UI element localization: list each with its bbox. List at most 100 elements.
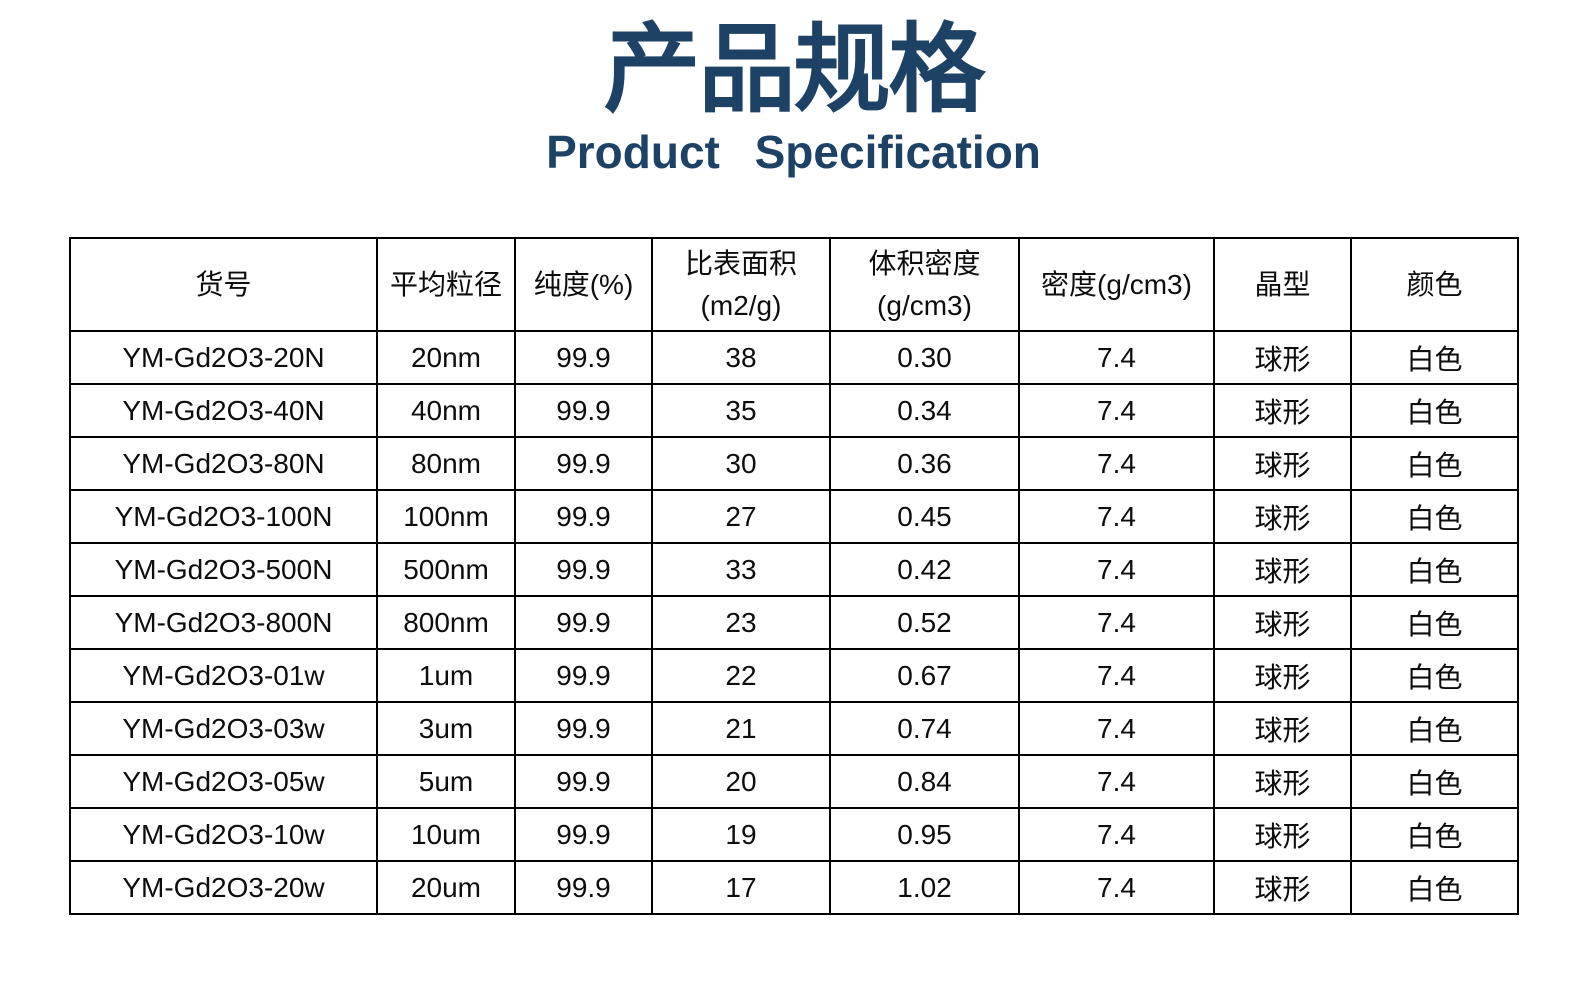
table-row: YM-Gd2O3-80N 80nm 99.9 30 0.36 7.4 球形 白色 <box>69 436 1519 491</box>
cell-color: 白色 <box>1350 754 1519 809</box>
cell-color: 白色 <box>1350 383 1519 438</box>
cell-specific-surface-area: 27 <box>651 489 831 544</box>
cell-avg-particle-size: 10um <box>376 807 516 862</box>
cell-bulk-density: 0.36 <box>829 436 1020 491</box>
cell-purity: 99.9 <box>514 860 653 915</box>
cell-color: 白色 <box>1350 595 1519 650</box>
cell-item-no: YM-Gd2O3-10w <box>69 807 378 862</box>
cell-bulk-density: 0.95 <box>829 807 1020 862</box>
cell-avg-particle-size: 100nm <box>376 489 516 544</box>
cell-purity: 99.9 <box>514 542 653 597</box>
table-row: YM-Gd2O3-500N 500nm 99.9 33 0.42 7.4 球形 白色 <box>69 542 1519 597</box>
cell-color: 白色 <box>1350 489 1519 544</box>
cell-purity: 99.9 <box>514 330 653 385</box>
cell-avg-particle-size: 500nm <box>376 542 516 597</box>
cell-crystal-form: 球形 <box>1213 648 1352 703</box>
cell-crystal-form: 球形 <box>1213 489 1352 544</box>
cell-density: 7.4 <box>1018 701 1215 756</box>
cell-bulk-density: 0.30 <box>829 330 1020 385</box>
cell-specific-surface-area: 17 <box>651 860 831 915</box>
column-header-color: 颜色 <box>1350 237 1519 332</box>
cell-specific-surface-area: 38 <box>651 330 831 385</box>
cell-specific-surface-area: 23 <box>651 595 831 650</box>
cell-avg-particle-size: 3um <box>376 701 516 756</box>
cell-bulk-density: 0.84 <box>829 754 1020 809</box>
cell-color: 白色 <box>1350 860 1519 915</box>
cell-item-no: YM-Gd2O3-800N <box>69 595 378 650</box>
cell-specific-surface-area: 33 <box>651 542 831 597</box>
column-header-specific-surface-area: 比表面积 (m2/g) <box>651 237 831 332</box>
cell-specific-surface-area: 35 <box>651 383 831 438</box>
table-row: YM-Gd2O3-800N 800nm 99.9 23 0.52 7.4 球形 白色 <box>69 595 1519 650</box>
table-body: YM-Gd2O3-20N 20nm 99.9 38 0.30 7.4 球形 白色 YM-Gd2O… <box>69 330 1519 915</box>
cell-item-no: YM-Gd2O3-20N <box>69 330 378 385</box>
cell-bulk-density: 1.02 <box>829 860 1020 915</box>
cell-specific-surface-area: 22 <box>651 648 831 703</box>
cell-color: 白色 <box>1350 701 1519 756</box>
cell-color: 白色 <box>1350 436 1519 491</box>
cell-color: 白色 <box>1350 648 1519 703</box>
cell-avg-particle-size: 5um <box>376 754 516 809</box>
cell-bulk-density: 0.52 <box>829 595 1020 650</box>
cell-item-no: YM-Gd2O3-500N <box>69 542 378 597</box>
cell-density: 7.4 <box>1018 807 1215 862</box>
column-header-purity: 纯度(%) <box>514 237 653 332</box>
column-header-item-no: 货号 <box>69 237 378 332</box>
cell-item-no: YM-Gd2O3-20w <box>69 860 378 915</box>
cell-avg-particle-size: 20um <box>376 860 516 915</box>
cell-item-no: YM-Gd2O3-05w <box>69 754 378 809</box>
cell-crystal-form: 球形 <box>1213 436 1352 491</box>
cell-bulk-density: 0.74 <box>829 701 1020 756</box>
page-title-english: Product Specification <box>546 125 1041 178</box>
cell-density: 7.4 <box>1018 648 1215 703</box>
cell-density: 7.4 <box>1018 754 1215 809</box>
cell-bulk-density: 0.45 <box>829 489 1020 544</box>
cell-avg-particle-size: 40nm <box>376 383 516 438</box>
cell-density: 7.4 <box>1018 595 1215 650</box>
cell-item-no: YM-Gd2O3-100N <box>69 489 378 544</box>
cell-crystal-form: 球形 <box>1213 701 1352 756</box>
cell-density: 7.4 <box>1018 860 1215 915</box>
column-header-density: 密度(g/cm3) <box>1018 237 1215 332</box>
cell-specific-surface-area: 30 <box>651 436 831 491</box>
table-row: YM-Gd2O3-10w 10um 99.9 19 0.95 7.4 球形 白色 <box>69 807 1519 862</box>
table-row: YM-Gd2O3-05w 5um 99.9 20 0.84 7.4 球形 白色 <box>69 754 1519 809</box>
cell-purity: 99.9 <box>514 595 653 650</box>
table-row: YM-Gd2O3-01w 1um 99.9 22 0.67 7.4 球形 白色 <box>69 648 1519 703</box>
document-header: 产品规格 Product Specification <box>0 0 1587 177</box>
cell-crystal-form: 球形 <box>1213 860 1352 915</box>
cell-item-no: YM-Gd2O3-03w <box>69 701 378 756</box>
cell-specific-surface-area: 19 <box>651 807 831 862</box>
table-header: 货号 平均粒径 纯度(%) 比表面积 (m2/g) 体积密度 (g/cm3) 密度(g/c… <box>69 237 1519 332</box>
cell-color: 白色 <box>1350 807 1519 862</box>
cell-color: 白色 <box>1350 330 1519 385</box>
table-row: YM-Gd2O3-100N 100nm 99.9 27 0.45 7.4 球形 白色 <box>69 489 1519 544</box>
cell-avg-particle-size: 80nm <box>376 436 516 491</box>
cell-purity: 99.9 <box>514 701 653 756</box>
cell-purity: 99.9 <box>514 383 653 438</box>
cell-item-no: YM-Gd2O3-80N <box>69 436 378 491</box>
product-spec-table: 货号 平均粒径 纯度(%) 比表面积 (m2/g) 体积密度 (g/cm3) 密度(g/c… <box>69 237 1519 915</box>
cell-density: 7.4 <box>1018 489 1215 544</box>
column-header-avg-particle-size: 平均粒径 <box>376 237 516 332</box>
cell-density: 7.4 <box>1018 330 1215 385</box>
cell-crystal-form: 球形 <box>1213 330 1352 385</box>
cell-avg-particle-size: 800nm <box>376 595 516 650</box>
cell-density: 7.4 <box>1018 542 1215 597</box>
table-row: YM-Gd2O3-40N 40nm 99.9 35 0.34 7.4 球形 白色 <box>69 383 1519 438</box>
column-header-crystal-form: 晶型 <box>1213 237 1352 332</box>
cell-item-no: YM-Gd2O3-40N <box>69 383 378 438</box>
cell-crystal-form: 球形 <box>1213 595 1352 650</box>
cell-bulk-density: 0.67 <box>829 648 1020 703</box>
cell-purity: 99.9 <box>514 436 653 491</box>
column-header-bulk-density: 体积密度 (g/cm3) <box>829 237 1020 332</box>
table-row: YM-Gd2O3-03w 3um 99.9 21 0.74 7.4 球形 白色 <box>69 701 1519 756</box>
cell-crystal-form: 球形 <box>1213 542 1352 597</box>
cell-bulk-density: 0.42 <box>829 542 1020 597</box>
cell-density: 7.4 <box>1018 436 1215 491</box>
cell-purity: 99.9 <box>514 807 653 862</box>
table-row: YM-Gd2O3-20w 20um 99.9 17 1.02 7.4 球形 白色 <box>69 860 1519 915</box>
cell-crystal-form: 球形 <box>1213 754 1352 809</box>
table-header-row: 货号 平均粒径 纯度(%) 比表面积 (m2/g) 体积密度 (g/cm3) 密度(g/c… <box>69 237 1519 332</box>
